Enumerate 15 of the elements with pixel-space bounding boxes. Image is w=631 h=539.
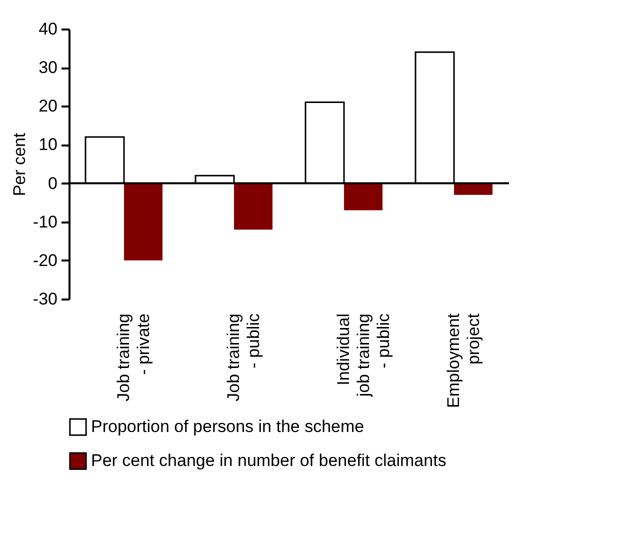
y-tick-label: 40	[38, 20, 58, 38]
y-tick-label: 0	[48, 174, 58, 193]
x-tick-label: Job training - private	[114, 314, 153, 402]
y-tick-label: 10	[38, 135, 58, 154]
legend-label: Proportion of persons in the scheme	[91, 417, 364, 436]
y-tick-label: -20	[32, 250, 58, 270]
x-tick-label: Employment project	[444, 313, 483, 408]
y-tick-label: 20	[38, 96, 58, 116]
y-tick-label: -30	[32, 290, 58, 308]
legend-label: Per cent change in number of benefit claimants	[91, 451, 446, 470]
x-tick-label: Job training - public	[224, 313, 263, 402]
y-tick-label: 30	[38, 58, 58, 78]
x-tick-label: Individual job training - public	[334, 313, 393, 398]
y-tick-label: -10	[32, 212, 58, 232]
y-axis-title: Per cent	[10, 132, 29, 196]
